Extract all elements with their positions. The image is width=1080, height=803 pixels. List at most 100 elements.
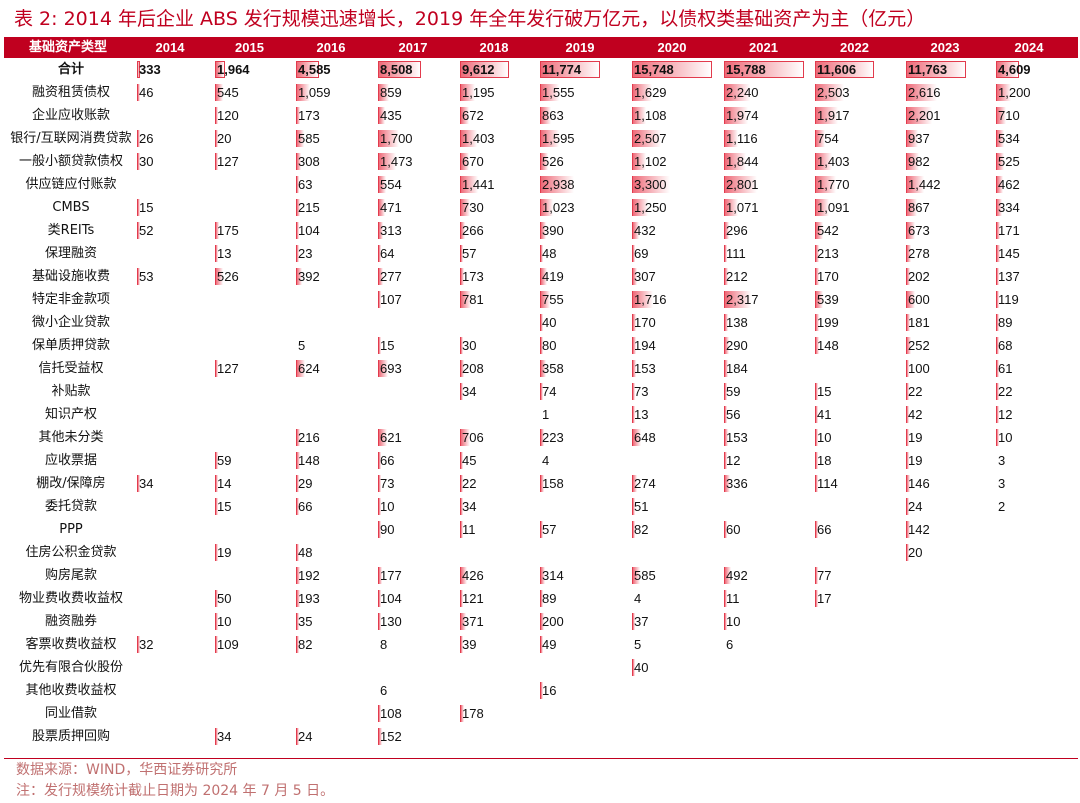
table-cell: 29: [296, 472, 378, 495]
data-bar: [460, 130, 477, 147]
data-bar: [296, 567, 300, 584]
table-cell: 111: [724, 242, 815, 265]
table-row: 棚改/保障房 34 14 29 73 22 158 274 336 114 146 3: [4, 472, 1078, 495]
cell-value: 648: [634, 430, 656, 445]
data-bar: [378, 199, 385, 216]
data-bar: [378, 153, 396, 170]
cell-value: 2,503: [817, 85, 850, 100]
data-bar: [906, 360, 909, 377]
cell-value: 137: [998, 269, 1020, 284]
cell-value: 471: [380, 200, 402, 215]
table-cell: 10: [215, 610, 296, 633]
data-bar: [996, 406, 999, 423]
data-bar: [378, 107, 385, 124]
data-bar: [632, 659, 635, 676]
row-label: PPP: [59, 522, 83, 537]
table-cell: 252: [906, 334, 996, 357]
cell-value: 40: [542, 315, 557, 330]
cell-value: 39: [462, 637, 477, 652]
cell-value: 108: [380, 706, 402, 721]
table-cell: 1,441: [460, 173, 540, 196]
data-bar: [815, 84, 844, 101]
table-cell: 2,616: [906, 81, 996, 104]
cell-value: 48: [298, 545, 313, 560]
data-bar: [215, 498, 218, 515]
table-cell: [815, 357, 906, 380]
data-bar: [460, 475, 463, 492]
row-label: 合计: [57, 62, 84, 77]
table-cell: 672: [460, 104, 540, 127]
table-cell: 1,964: [215, 58, 296, 81]
data-bar: [378, 61, 421, 78]
data-bar: [378, 613, 381, 630]
cell-value: 3,300: [634, 177, 667, 192]
table-cell: 142: [906, 518, 996, 541]
cell-value: 153: [634, 361, 656, 376]
table-cell: 542: [815, 219, 906, 242]
data-bar: [724, 521, 727, 538]
table-cell: 1,102: [632, 150, 724, 173]
data-bar: [996, 383, 999, 400]
cell-value: 80: [542, 338, 557, 353]
cell-value: 435: [380, 108, 402, 123]
cell-value: 20: [217, 131, 232, 146]
table-cell: [460, 725, 540, 748]
cell-value: 61: [998, 361, 1013, 376]
data-bar: [632, 130, 661, 147]
table-cell: 1,116: [724, 127, 815, 150]
table-cell: 8: [378, 633, 460, 656]
data-bar: [906, 429, 909, 446]
data-bar: [137, 475, 140, 492]
table-cell: [215, 426, 296, 449]
table-cell: 4: [540, 449, 632, 472]
data-bar: [378, 498, 381, 515]
cell-value: 600: [908, 292, 930, 307]
table-cell: 336: [724, 472, 815, 495]
table-row: 融资融券 10 35 130 371 200 37 10: [4, 610, 1078, 633]
data-bar: [906, 268, 910, 285]
cell-value: 30: [139, 154, 154, 169]
table-cell: 15: [137, 196, 215, 219]
table-cell: 10: [378, 495, 460, 518]
table-cell: [815, 679, 906, 702]
table-cell: 202: [906, 265, 996, 288]
table-cell: 59: [215, 449, 296, 472]
table-cell: 1,200: [996, 81, 1074, 104]
cell-value: 12: [726, 453, 741, 468]
cell-value: 24: [298, 729, 313, 744]
table-row: PPP 90 11 57 82 60 66 142: [4, 518, 1078, 541]
table-cell: [137, 173, 215, 196]
table-cell: 119: [996, 288, 1074, 311]
cell-value: 859: [380, 85, 402, 100]
table-cell: 26: [137, 127, 215, 150]
table-row: 应收票据 59 148 66 45 4 12 18 19 3: [4, 449, 1078, 472]
data-bar: [724, 590, 727, 607]
header-year-2022: 2022: [840, 40, 869, 55]
data-bar: [460, 107, 469, 124]
table-cell: [296, 288, 378, 311]
table-cell: 982: [906, 150, 996, 173]
table-cell: 18: [815, 449, 906, 472]
cell-value: 153: [726, 430, 748, 445]
data-bar: [996, 84, 1011, 101]
data-bar: [906, 107, 932, 124]
row-label: 同业借款: [44, 706, 97, 721]
table-cell: 48: [296, 541, 378, 564]
table-cell: [540, 725, 632, 748]
table-cell: 15,788: [724, 58, 815, 81]
table-cell: 145: [996, 242, 1074, 265]
table-cell: [996, 587, 1074, 610]
table-cell: 130: [378, 610, 460, 633]
cell-value: 11: [462, 522, 476, 537]
data-bar: [540, 590, 543, 607]
table-cell: [378, 380, 460, 403]
data-bar: [215, 590, 218, 607]
cell-value: 3: [998, 476, 1006, 491]
data-bar: [540, 268, 547, 285]
cell-value: 18: [817, 453, 832, 468]
table-cell: [460, 541, 540, 564]
data-bar: [724, 107, 748, 124]
table-cell: 867: [906, 196, 996, 219]
data-bar: [815, 567, 818, 584]
data-bar: [724, 245, 727, 262]
